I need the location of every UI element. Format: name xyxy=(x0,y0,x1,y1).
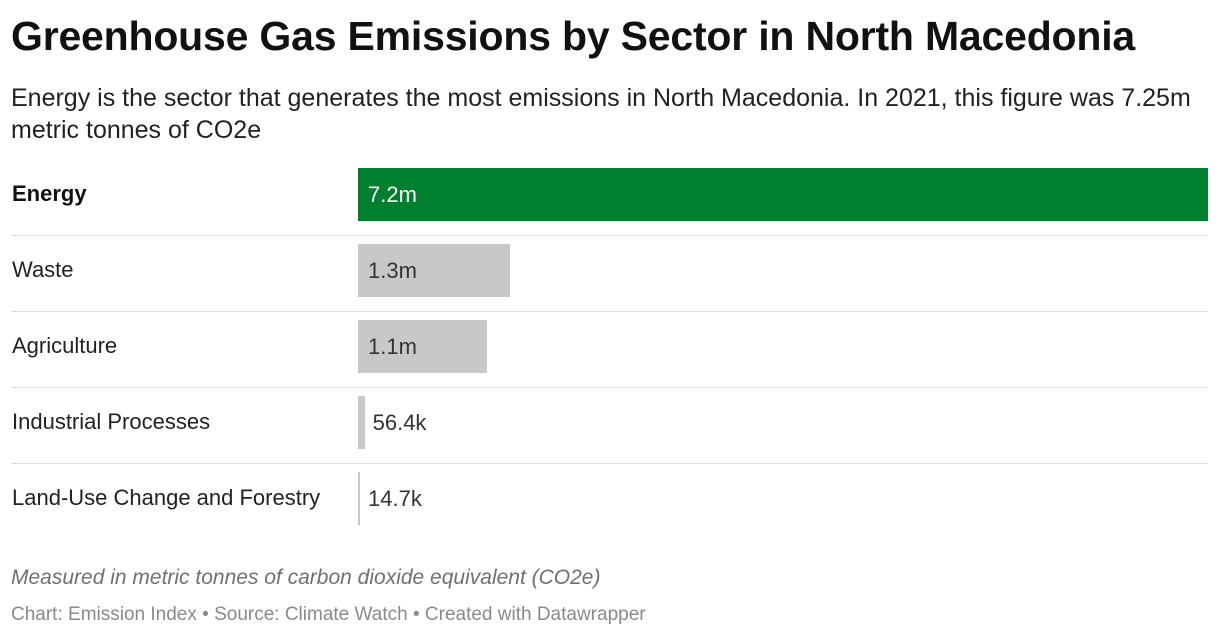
footer-separator: • xyxy=(202,604,209,625)
bar xyxy=(358,168,1208,221)
chart-footer: Chart: Emission Index • Source: Climate … xyxy=(11,604,646,626)
chart-credit: Chart: Emission Index xyxy=(11,604,197,625)
created-with-credit: Created with Datawrapper xyxy=(424,604,646,625)
row-divider xyxy=(12,463,1208,464)
bar-chart: Energy 7.2m Waste 1.3m Agriculture 1.1m Indust… xyxy=(0,160,1220,540)
bar-row: Energy 7.2m xyxy=(0,160,1220,236)
row-divider xyxy=(12,235,1208,236)
value-label: 1.1m xyxy=(368,334,417,359)
bar xyxy=(358,320,487,373)
chart-title: Greenhouse Gas Emissions by Sector in No… xyxy=(11,13,1136,59)
category-label: Agriculture xyxy=(12,333,118,358)
category-label: Waste xyxy=(12,257,74,282)
value-label: 7.2m xyxy=(368,182,417,207)
chart-notes: Measured in metric tonnes of carbon diox… xyxy=(11,566,601,589)
value-label: 1.3m xyxy=(368,258,417,283)
bar xyxy=(358,244,511,297)
bar-row: Industrial Processes 56.4k xyxy=(0,388,1220,464)
bar-row: Land-Use Change and Forestry 14.7k xyxy=(0,464,1220,540)
value-label: 56.4k xyxy=(372,410,427,435)
bar-row: Waste 1.3m xyxy=(0,236,1220,312)
category-label: Land-Use Change and Forestry xyxy=(12,485,321,510)
source-credit: Source: Climate Watch xyxy=(214,604,408,625)
row-divider xyxy=(12,387,1208,388)
footer-separator: • xyxy=(412,604,420,625)
chart-subtitle: Energy is the sector that generates the … xyxy=(11,84,1191,144)
category-label: Energy xyxy=(12,181,87,206)
value-label: 14.7k xyxy=(368,486,422,511)
row-divider xyxy=(12,311,1208,312)
category-label: Industrial Processes xyxy=(12,409,211,434)
bar xyxy=(358,472,360,525)
bar xyxy=(358,396,365,449)
bar-row: Agriculture 1.1m xyxy=(0,312,1220,388)
